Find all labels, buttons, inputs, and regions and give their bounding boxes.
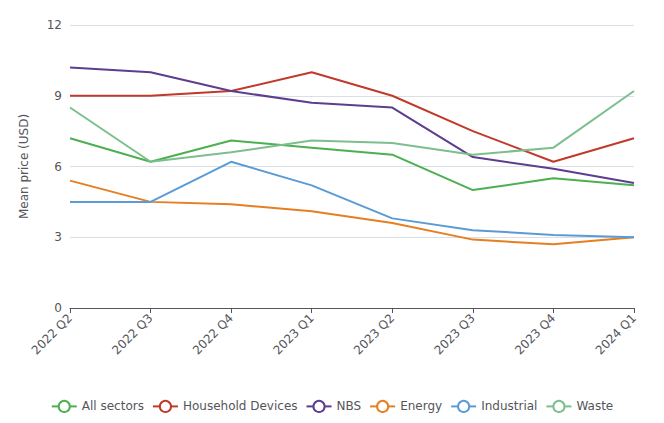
svg-text:6: 6	[54, 160, 62, 174]
svg-text:All sectors: All sectors	[82, 399, 144, 413]
svg-text:2023 Q1: 2023 Q1	[270, 311, 316, 357]
svg-text:9: 9	[54, 89, 62, 103]
svg-text:2022 Q4: 2022 Q4	[190, 311, 236, 357]
svg-text:0: 0	[54, 301, 62, 315]
svg-text:2022 Q3: 2022 Q3	[109, 311, 155, 357]
svg-text:Industrial: Industrial	[481, 399, 537, 413]
svg-text:Waste: Waste	[576, 399, 613, 413]
svg-text:2024 Q1: 2024 Q1	[593, 311, 639, 357]
svg-text:2022 Q2: 2022 Q2	[29, 311, 75, 357]
svg-text:2023 Q3: 2023 Q3	[432, 311, 478, 357]
svg-text:3: 3	[54, 230, 62, 244]
svg-text:Energy: Energy	[400, 399, 442, 413]
svg-text:NBS: NBS	[337, 399, 362, 413]
svg-text:Household Devices: Household Devices	[183, 399, 298, 413]
svg-text:Mean price (USD): Mean price (USD)	[17, 114, 31, 219]
svg-text:2023 Q2: 2023 Q2	[351, 311, 397, 357]
svg-text:12: 12	[47, 18, 62, 32]
svg-text:2023 Q4: 2023 Q4	[512, 311, 558, 357]
